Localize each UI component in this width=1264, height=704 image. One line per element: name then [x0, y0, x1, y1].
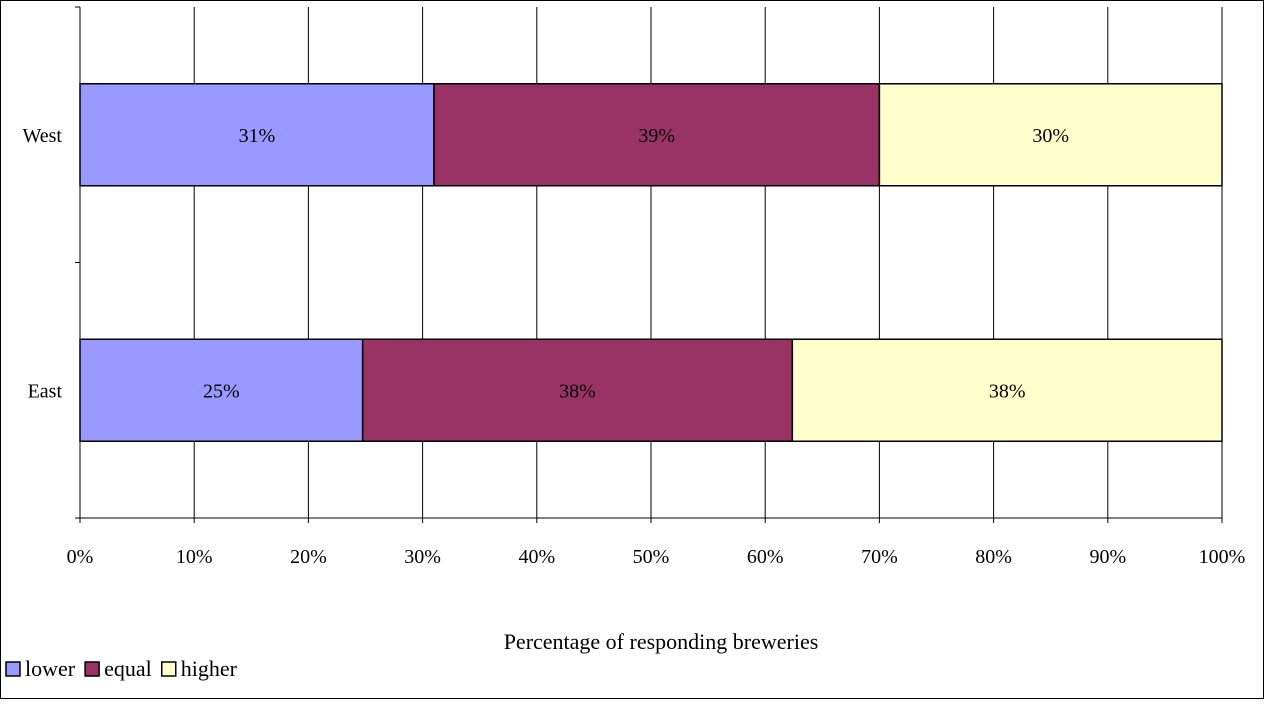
axes	[75, 6, 1223, 523]
x-tick-label: 20%	[290, 546, 327, 568]
x-tick-label: 40%	[518, 546, 555, 568]
x-tick-label: 90%	[1089, 546, 1126, 568]
category-label-east: East	[28, 380, 63, 402]
x-tick-label: 0%	[67, 546, 94, 568]
x-tick-label: 30%	[404, 546, 441, 568]
x-tick-label: 60%	[747, 546, 784, 568]
data-label-higher-east: 38%	[989, 380, 1026, 402]
x-axis-title: Percentage of responding breweries	[504, 629, 819, 654]
data-label-lower-east: 25%	[203, 380, 240, 402]
bar-higher-west	[878, 83, 1223, 187]
x-tick-label: 70%	[861, 546, 898, 568]
legend-label-higher: higher	[181, 656, 238, 681]
legend-swatch-lower	[5, 661, 21, 677]
labels: 0% 10% 20% 30% 40% 50% 60% 70% 80% 90% 100% 31% 39% 3…	[23, 125, 1246, 568]
x-tick-label: 80%	[975, 546, 1012, 568]
legend-label-lower: lower	[25, 656, 76, 681]
legend-swatch-higher	[161, 661, 177, 677]
legend-label-equal: equal	[104, 656, 152, 681]
data-label-equal-west: 39%	[638, 125, 675, 147]
data-label-equal-east: 38%	[559, 380, 596, 402]
x-tick-label: 100%	[1199, 546, 1246, 568]
category-label-west: West	[23, 125, 63, 147]
bar-equal-west	[433, 83, 881, 187]
data-label-higher-west: 30%	[1032, 125, 1069, 147]
bar-equal-east	[361, 338, 794, 442]
x-tick-label: 10%	[176, 546, 213, 568]
x-tick-label: 50%	[633, 546, 670, 568]
bar-higher-east	[791, 338, 1223, 442]
legend-swatch-equal	[84, 661, 100, 677]
bars	[79, 83, 1223, 442]
legend: lower equal higher	[5, 656, 238, 681]
data-label-lower-west: 31%	[239, 125, 276, 147]
